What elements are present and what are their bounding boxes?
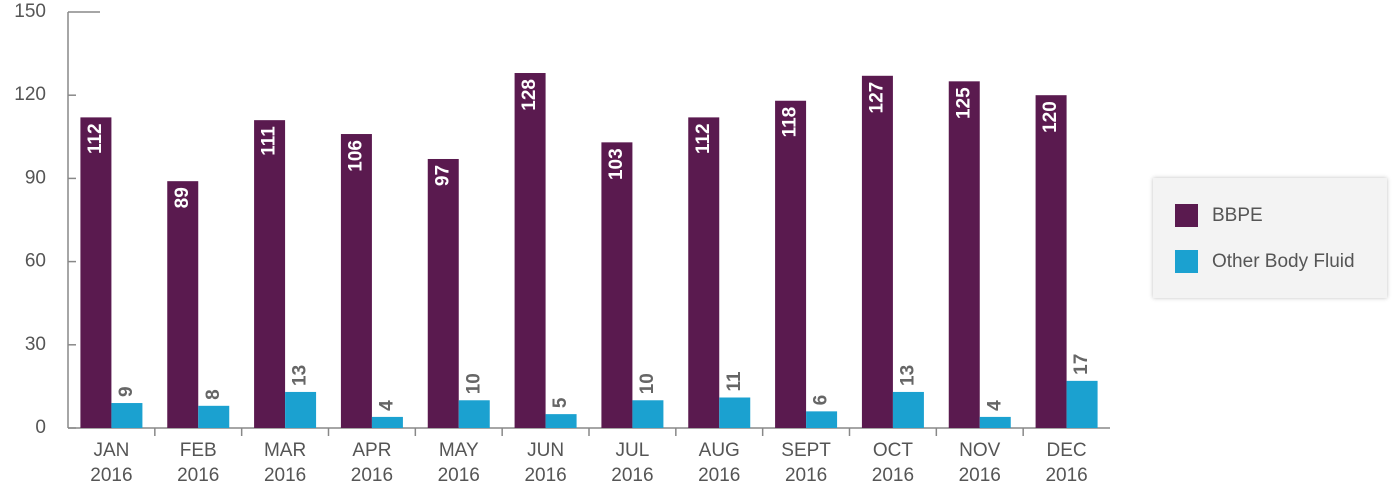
legend-item: Other Body Fluid — [1175, 250, 1355, 273]
x-tick-label: JUN 2016 — [524, 440, 567, 486]
value-label: 4 — [984, 400, 1005, 411]
value-label: 8 — [203, 389, 224, 400]
bar — [254, 120, 286, 428]
y-tick-label: 120 — [14, 84, 46, 105]
y-tick-label: 0 — [35, 417, 46, 438]
value-label: 112 — [693, 123, 714, 154]
bar — [80, 117, 112, 429]
bar — [861, 75, 893, 428]
x-tick-label: APR 2016 — [350, 440, 394, 486]
value-label: 11 — [724, 371, 745, 392]
x-tick-label: MAY 2016 — [437, 440, 480, 486]
x-tick-label: JUL 2016 — [611, 440, 654, 486]
y-tick-label: 30 — [25, 334, 46, 355]
legend-label: BBPE — [1212, 204, 1263, 226]
value-label: 4 — [376, 400, 397, 411]
value-label: 111 — [259, 126, 280, 156]
value-label: 118 — [780, 107, 801, 138]
bar — [601, 142, 633, 428]
value-label: 5 — [550, 397, 571, 408]
bar — [371, 416, 403, 428]
bar — [167, 181, 199, 428]
bar — [632, 400, 664, 428]
bar — [948, 81, 980, 428]
bar — [514, 73, 546, 428]
bar — [979, 416, 1011, 428]
legend-swatch — [1175, 204, 1198, 227]
x-tick-label: JAN 2016 — [90, 440, 133, 486]
bar — [340, 134, 372, 428]
bar — [458, 400, 490, 428]
x-tick-label: FEB 2016 — [177, 440, 220, 486]
legend-swatch — [1175, 250, 1198, 273]
x-tick-label: DEC 2016 — [1045, 440, 1088, 486]
value-label: 127 — [866, 82, 887, 114]
value-label: 89 — [172, 187, 193, 208]
legend-label: Other Body Fluid — [1212, 250, 1355, 272]
value-label: 103 — [606, 148, 627, 180]
bar — [111, 403, 143, 428]
value-label: 17 — [1071, 354, 1092, 375]
value-label: 10 — [463, 373, 484, 394]
value-label: 128 — [519, 79, 540, 111]
x-tick-label: SEPT 2016 — [781, 440, 831, 486]
value-label: 13 — [897, 365, 918, 386]
value-label: 125 — [953, 87, 974, 119]
x-tick-label: NOV 2016 — [958, 440, 1001, 486]
bar — [1066, 380, 1098, 428]
legend: BBPE Other Body Fluid — [1153, 178, 1387, 298]
value-label: 112 — [85, 123, 106, 154]
y-tick-label: 90 — [25, 167, 46, 188]
bar — [198, 405, 230, 428]
x-tick-label: OCT 2016 — [871, 440, 915, 486]
value-label: 6 — [811, 395, 832, 406]
value-label: 13 — [290, 365, 311, 386]
bar — [285, 391, 317, 428]
x-tick-label: MAR 2016 — [263, 440, 307, 486]
bar — [719, 397, 751, 428]
value-label: 120 — [1040, 101, 1061, 133]
bar — [892, 391, 924, 428]
legend-item: BBPE — [1175, 204, 1263, 227]
value-label: 9 — [116, 386, 137, 397]
y-tick-label: 150 — [14, 1, 46, 22]
bar — [1035, 95, 1067, 428]
value-label: 106 — [345, 140, 366, 172]
x-tick-label: AUG 2016 — [698, 440, 741, 486]
bar — [545, 414, 577, 428]
bar — [688, 117, 720, 429]
bar — [427, 158, 459, 428]
y-tick-label: 60 — [25, 251, 46, 272]
bar — [806, 411, 838, 428]
value-label: 97 — [432, 165, 453, 186]
bar — [775, 100, 807, 428]
value-label: 10 — [637, 373, 658, 394]
